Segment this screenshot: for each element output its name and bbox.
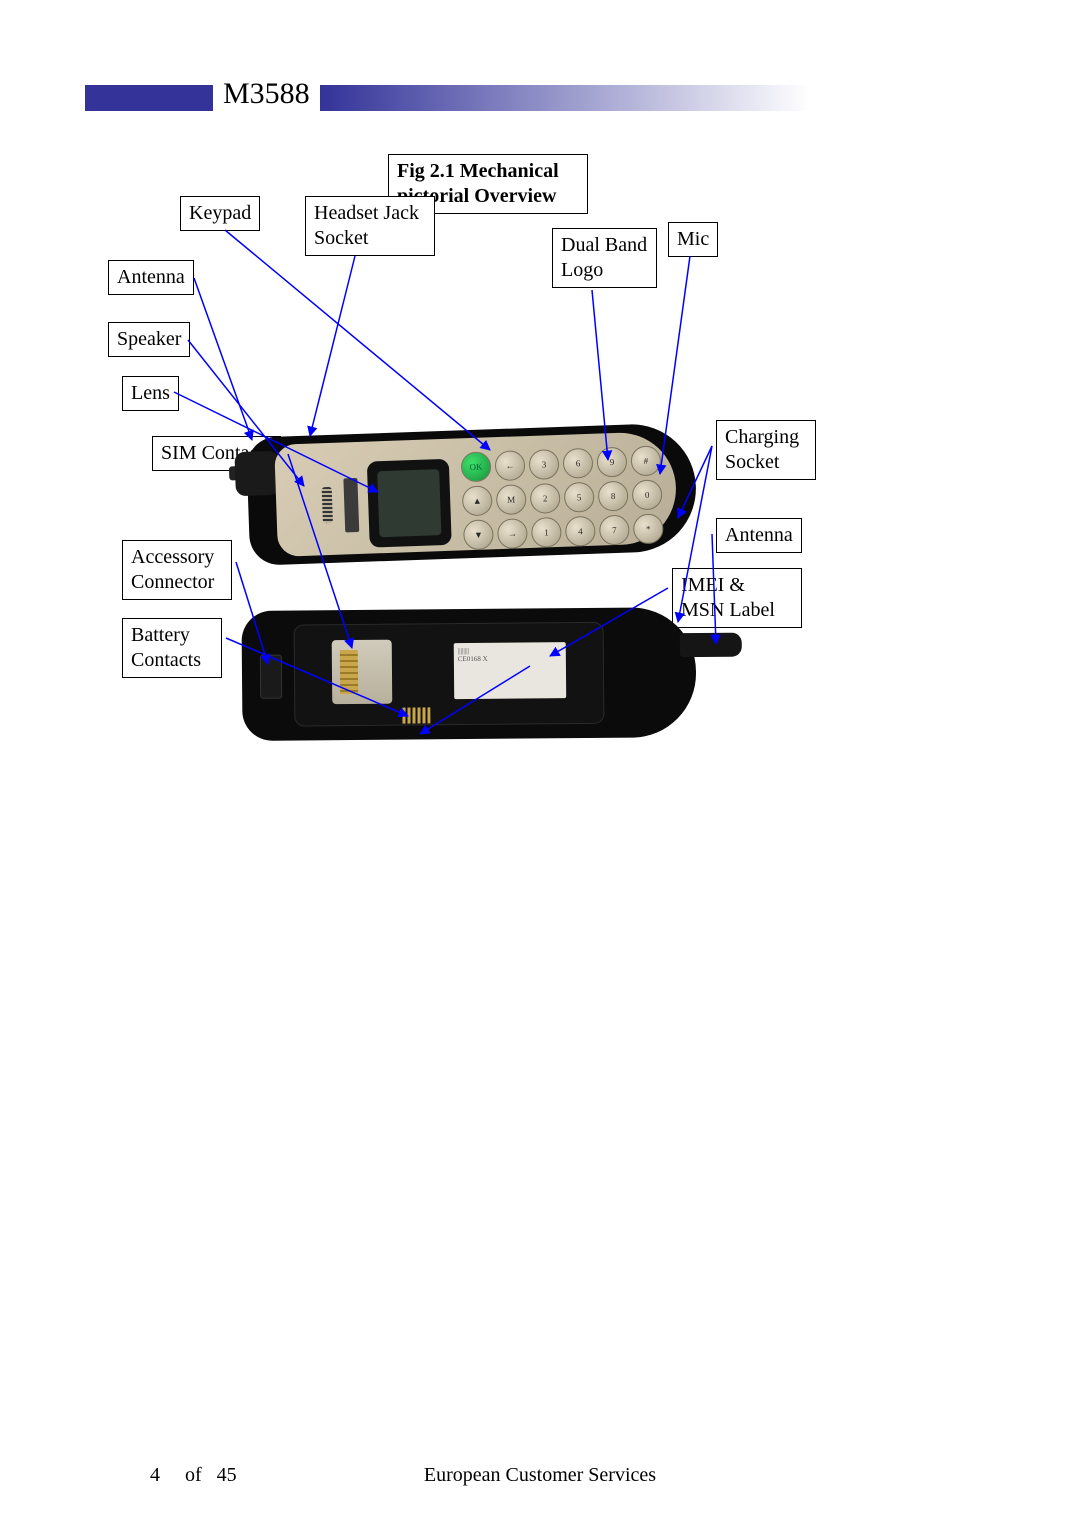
front-screen-bezel: [367, 459, 452, 548]
key-5: 5: [564, 482, 595, 513]
phone-back: ||||||||CE0168 X: [241, 607, 696, 741]
key-←: ←: [495, 450, 526, 481]
key-→: →: [497, 518, 528, 549]
key-2: 2: [530, 483, 561, 514]
header-right-gradient: [320, 85, 810, 111]
phone-front: OK▲▼←M→321654987#0*: [246, 422, 698, 566]
back-antenna: [680, 633, 742, 658]
front-antenna: [234, 451, 280, 497]
key-1: 1: [531, 517, 562, 548]
label-battery-contacts: Battery Contacts: [122, 618, 222, 678]
front-screen: [377, 469, 441, 537]
accessory-connector-port: [260, 655, 282, 699]
sim-contacts-pins: [340, 650, 358, 694]
phone-front-face: OK▲▼←M→321654987#0*: [274, 431, 678, 557]
header-bar: M3588: [85, 85, 810, 111]
dual-band-logo-area: [603, 459, 681, 534]
label-keypad: Keypad: [180, 196, 260, 231]
label-antenna-back: Antenna: [716, 518, 802, 553]
page-title: M3588: [223, 77, 310, 111]
footer-center: European Customer Services: [0, 1464, 1080, 1487]
diagram: Fig 2.1 Mechanical pictorial Overview Ke…: [0, 140, 1080, 740]
header-left-block: [85, 85, 213, 111]
key-4: 4: [565, 516, 596, 547]
label-headset-jack-socket: Headset Jack Socket: [305, 196, 435, 256]
key-3: 3: [528, 449, 559, 480]
label-lens: Lens: [122, 376, 179, 411]
front-speaker: [322, 487, 333, 523]
label-mic: Mic: [668, 222, 718, 257]
label-charging-socket: Charging Socket: [716, 420, 816, 480]
key-▼: ▼: [463, 519, 494, 550]
label-accessory-connector: Accessory Connector: [122, 540, 232, 600]
label-dual-band-logo: Dual Band Logo: [552, 228, 657, 288]
label-imei: IMEI & MSN Label: [672, 568, 802, 628]
label-antenna-top: Antenna: [108, 260, 194, 295]
front-brand-strip: [343, 478, 359, 532]
imei-sticker: ||||||||CE0168 X: [454, 642, 566, 699]
key-6: 6: [562, 448, 593, 479]
key-ok: OK: [461, 451, 492, 482]
label-speaker: Speaker: [108, 322, 190, 357]
battery-contacts-pins: [402, 707, 430, 723]
key-▲: ▲: [462, 485, 493, 516]
key-m: M: [496, 484, 527, 515]
